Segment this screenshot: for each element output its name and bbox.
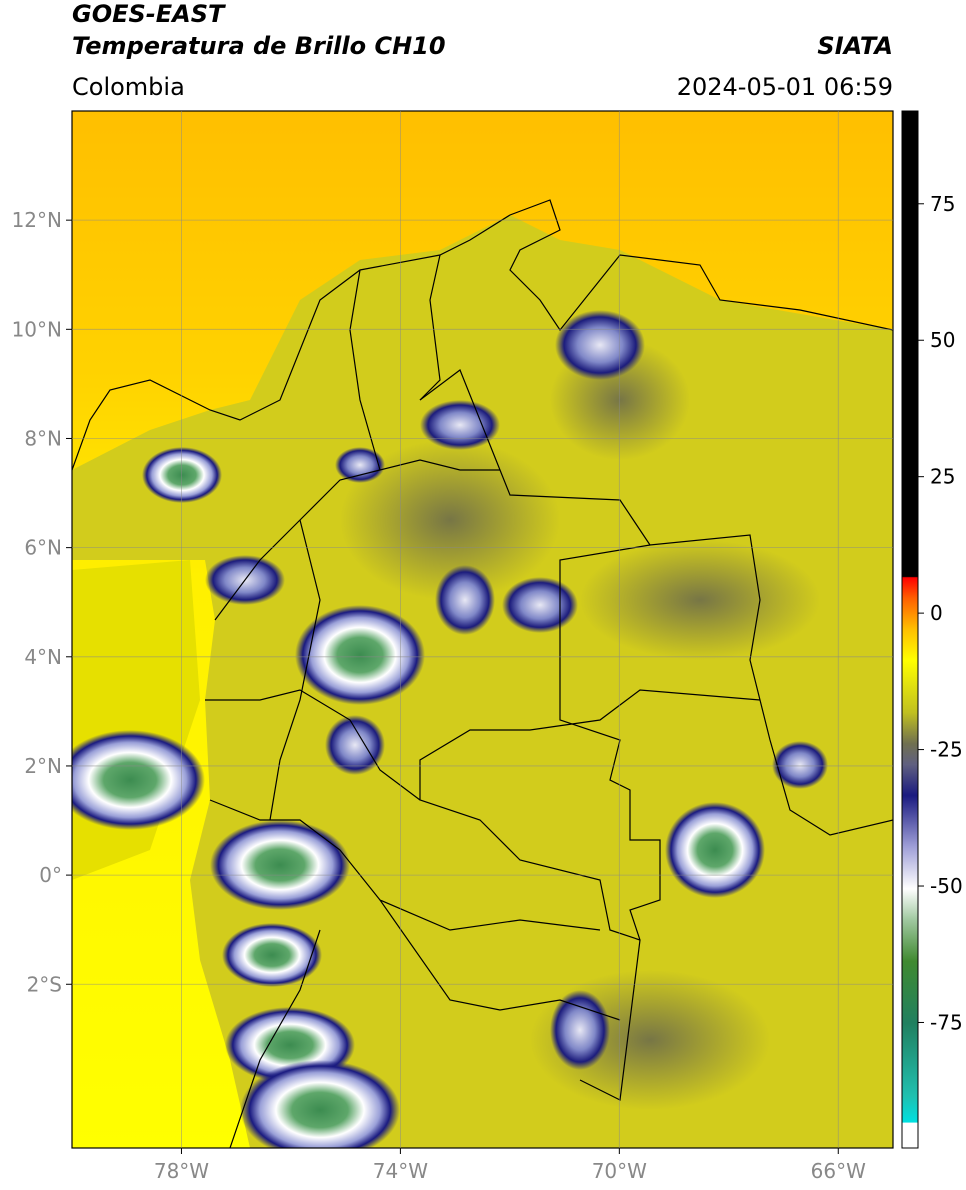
cloud <box>335 447 385 483</box>
land <box>72 215 893 1148</box>
y-tick-label: 2°S <box>27 972 62 996</box>
haze <box>340 440 560 600</box>
cloud <box>142 447 222 503</box>
cloud <box>420 400 500 450</box>
y-tick-label: 2°N <box>24 754 62 778</box>
colorbar-tick-label: -25 <box>930 738 963 762</box>
cloud <box>555 310 645 380</box>
cloud <box>222 923 322 987</box>
colorbar-tick-label: -75 <box>930 1010 963 1034</box>
datetime: 2024-05-01 06:59 <box>677 73 893 101</box>
colorbar-tick-label: 75 <box>930 192 955 216</box>
colorbar-tick-label: 50 <box>930 328 955 352</box>
haze <box>580 540 820 660</box>
subtitle: Temperatura de Brillo CH10 <box>72 32 446 60</box>
y-tick-label: 6°N <box>24 536 62 560</box>
colorbar <box>901 110 919 1149</box>
y-tick-label: 12°N <box>12 208 62 232</box>
x-tick-label: 74°W <box>373 1159 428 1183</box>
colorbar-tick-label: -50 <box>930 874 963 898</box>
y-tick-label: 4°N <box>24 645 62 669</box>
x-tick-label: 70°W <box>592 1159 647 1183</box>
cloud <box>210 820 350 910</box>
cloud <box>240 1060 400 1148</box>
cloud <box>665 802 765 898</box>
cloud <box>295 605 425 705</box>
cloud <box>550 990 610 1070</box>
x-tick-label: 66°W <box>811 1159 866 1183</box>
title: GOES-EAST <box>72 0 226 28</box>
map <box>72 111 893 1148</box>
y-tick-label: 8°N <box>24 426 62 450</box>
cloud <box>325 715 385 775</box>
colorbar-tick-label: 0 <box>930 601 943 625</box>
cloud <box>435 565 495 635</box>
cloud <box>72 730 205 830</box>
x-tick-label: 78°W <box>154 1159 209 1183</box>
y-tick-label: 0° <box>39 863 62 887</box>
borders <box>72 199 893 1148</box>
source: SIATA <box>817 32 893 60</box>
cloud <box>502 577 578 633</box>
region: Colombia <box>72 73 185 101</box>
map-frame <box>71 110 894 1149</box>
colorbar-tick-label: 25 <box>930 465 955 489</box>
cloud <box>772 741 828 789</box>
y-tick-label: 10°N <box>12 317 62 341</box>
